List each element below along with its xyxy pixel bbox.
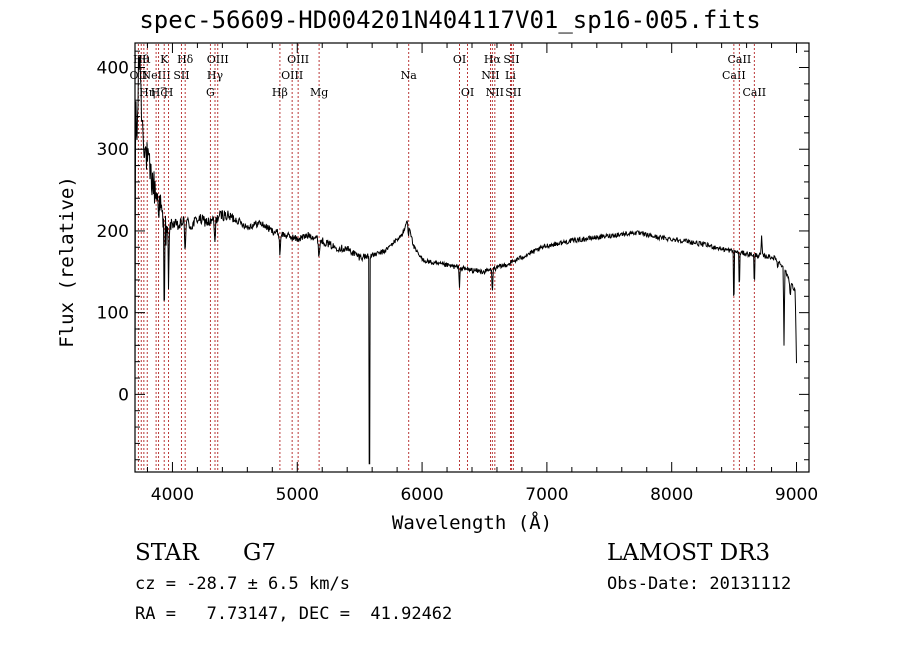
line-marker-label: CaII	[722, 69, 746, 82]
line-marker-label: K	[160, 53, 169, 66]
x-tick-label: 9000	[775, 485, 818, 505]
redshift-velocity: cz = -28.7 ± 6.5 km/s	[135, 574, 350, 594]
coordinates: RA = 7.73147, DEC = 41.92462	[135, 604, 453, 624]
line-marker-label: Hζ	[151, 86, 167, 99]
line-marker-label: Hη	[139, 86, 155, 99]
spectral-subclass: G7	[243, 540, 277, 566]
spectrum-line	[134, 57, 797, 465]
line-marker-label: Hδ	[177, 53, 194, 66]
line-marker-label: OI	[453, 53, 466, 66]
y-tick-label: 0	[118, 385, 129, 405]
line-marker-label: Hα	[484, 53, 502, 66]
line-marker-label: SII	[173, 69, 189, 82]
x-axis-label: Wavelength (Å)	[392, 511, 552, 534]
line-marker-label: CaII	[728, 53, 752, 66]
line-marker-label: OIII	[207, 53, 229, 66]
x-tick-label: 6000	[400, 485, 443, 505]
x-tick-label: 5000	[276, 485, 319, 505]
y-tick-label: 400	[97, 59, 129, 79]
line-marker-label: Mg	[310, 86, 328, 99]
line-markers: OIIHθHιHηNeIIIHζKHSIIHδGHγOIIIHβOIIIOIII…	[130, 44, 766, 471]
line-marker-label: OI	[461, 86, 474, 99]
axis-ticks: 4000 5000 6000 7000 8000 9000 0 100 200 300 400	[97, 43, 818, 505]
line-marker-label: SII	[505, 86, 521, 99]
line-marker-label: H	[164, 86, 174, 99]
line-marker-label: Hθ	[133, 53, 150, 66]
x-tick-label: 7000	[525, 485, 568, 505]
line-marker-label: Na	[401, 69, 418, 82]
x-tick-label: 8000	[650, 485, 693, 505]
line-marker-label: Hβ	[272, 86, 288, 99]
y-tick-label: 200	[97, 222, 129, 242]
line-marker-label: SII	[503, 53, 519, 66]
object-class: STAR	[135, 540, 199, 566]
line-marker-label: CaII	[742, 86, 766, 99]
line-marker-label: NII	[486, 86, 504, 99]
chart-title: spec-56609-HD004201N404117V01_sp16-005.f…	[139, 6, 761, 34]
plot-frame	[134, 42, 810, 473]
line-marker-label: G	[206, 86, 215, 99]
y-tick-label: 100	[97, 304, 129, 324]
line-marker-label: OIII	[281, 69, 303, 82]
y-axis-label: Flux (relative)	[56, 176, 78, 348]
line-marker-label: NeIII	[142, 69, 171, 82]
line-marker-label: Li	[505, 69, 516, 82]
line-marker-label: NII	[481, 69, 499, 82]
y-tick-label: 300	[97, 140, 129, 160]
survey-name: LAMOST DR3	[607, 540, 771, 566]
line-marker-label: Hγ	[207, 69, 224, 82]
line-marker-label: OIII	[287, 53, 309, 66]
observation-date: Obs-Date: 20131112	[607, 574, 792, 594]
x-tick-label: 4000	[151, 485, 194, 505]
